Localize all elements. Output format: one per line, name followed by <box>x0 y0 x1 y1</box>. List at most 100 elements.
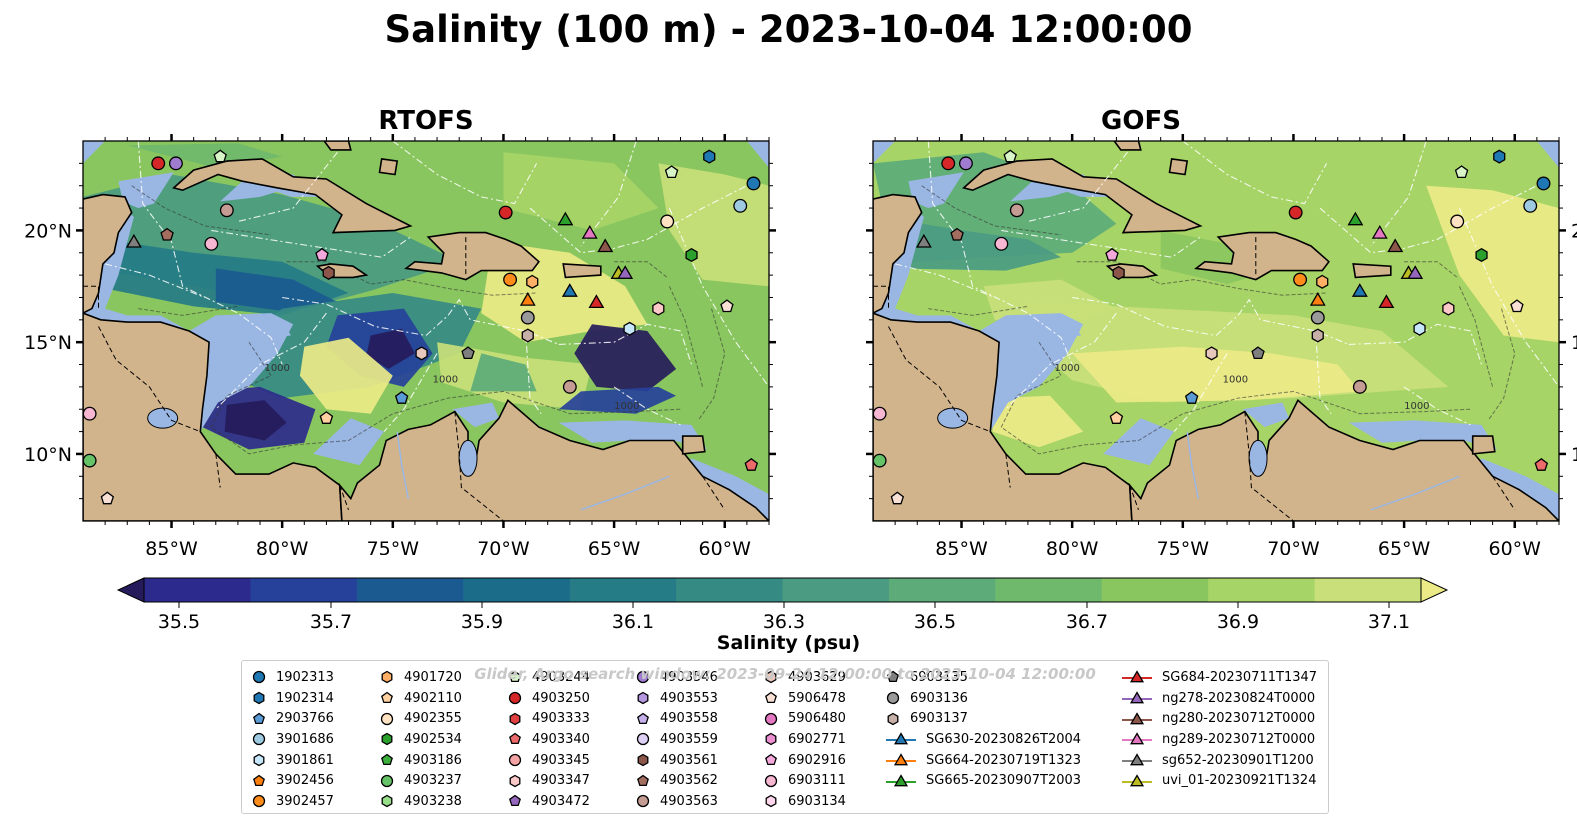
argo-float-marker <box>168 156 183 171</box>
legend-label: 4903472 <box>532 793 590 809</box>
legend-triangle <box>1129 711 1145 725</box>
legend-label: 3901686 <box>276 731 334 747</box>
legend-item: 4902355 <box>380 708 462 729</box>
legend-marker <box>509 795 521 807</box>
argo-float-marker <box>1442 301 1455 316</box>
legend-label: 4903347 <box>532 773 590 789</box>
legend-symbol <box>253 774 265 786</box>
colorbar-tick-label: 35.9 <box>461 611 503 630</box>
legend-symbol <box>253 753 265 767</box>
argo-float-marker <box>319 411 334 424</box>
legend-symbol <box>253 712 265 724</box>
colorbar-segment <box>1101 578 1209 602</box>
legend-symbol <box>637 774 649 786</box>
legend-column: 1902313 1902314 2903766 3901686 3901861 39024… <box>252 667 334 812</box>
argo-float-marker <box>562 379 577 394</box>
legend-item: 5906480 <box>764 708 846 729</box>
shallow-shelf <box>452 402 499 428</box>
legend-item: SG630-20230826T2004 <box>886 729 1081 750</box>
legend-label: 4902110 <box>404 690 462 706</box>
legend-label: sg652-20230901T1200 <box>1162 752 1314 768</box>
colorbar-label: Salinity (psu) <box>716 632 861 654</box>
eez-boundary <box>383 353 438 432</box>
colorbar-tick-label: 36.1 <box>612 611 654 630</box>
country-border <box>1492 476 1516 511</box>
argo-float-marker <box>720 299 734 313</box>
legend-label: 6903135 <box>910 669 968 685</box>
legend-marker <box>637 774 649 786</box>
eez-boundary <box>137 141 283 365</box>
legend-marker <box>381 733 393 746</box>
depth-contour <box>1458 286 1494 388</box>
land-bahamas <box>1113 141 1142 151</box>
legend-marker <box>253 753 265 767</box>
shallow-shelf <box>908 172 964 209</box>
country-border <box>888 326 991 433</box>
eez-boundary <box>1315 330 1332 415</box>
colorbar-segment <box>888 578 996 602</box>
legend-marker <box>253 774 265 786</box>
legend-label: SG665-20230907T2003 <box>926 773 1082 789</box>
argo-float-marker <box>1009 203 1024 218</box>
legend-marker <box>252 671 266 684</box>
shallow-shelf <box>118 172 174 209</box>
contour-label: 1000 <box>433 374 458 385</box>
eez-boundary <box>580 141 637 247</box>
legend-item: 1902314 <box>252 688 334 709</box>
legend-label: 4901720 <box>404 669 462 685</box>
argo-float-marker <box>652 301 665 316</box>
map-panel-rtofs: 1000 1000 1000 85°W 80°W 75°W 70°W 65°W 60°W 20°N… <box>24 134 776 555</box>
argo-float-marker <box>100 491 115 505</box>
legend-item: SG684-20230711T1347 <box>1122 667 1317 688</box>
river <box>1186 431 1200 499</box>
legend-symbol <box>636 795 650 808</box>
land-bahamas <box>323 141 352 151</box>
legend-item: uvi_01-20230921T1324 <box>1122 770 1317 791</box>
legend-symbol <box>765 753 777 766</box>
legend: 1902313 1902314 2903766 3901686 3901861 39024… <box>241 660 1329 814</box>
depth-contour <box>1487 308 1516 421</box>
legend-marker <box>636 733 650 746</box>
argo-float-marker <box>1510 299 1524 313</box>
legend-marker <box>380 712 394 725</box>
shallow-shelf <box>220 181 283 202</box>
lat-tick-label: 15°N <box>1571 332 1577 354</box>
map-panel-gofs: 1000 1000 1000 85°W 80°W 75°W 70°W 65°W 60°W 20°N… <box>866 134 1577 555</box>
legend-item: 4903559 <box>636 729 718 750</box>
argo-float-marker <box>873 406 887 421</box>
legend-label: 4903629 <box>788 669 846 685</box>
legend-symbol <box>381 795 393 808</box>
legend-label: 4903237 <box>404 773 462 789</box>
glider-marker <box>125 233 142 248</box>
legend-label: SG630-20230826T2004 <box>926 731 1082 747</box>
legend-triangle <box>1129 670 1145 683</box>
depth-contour <box>131 185 272 236</box>
salinity-patch <box>503 152 659 231</box>
legend-marker <box>508 691 522 705</box>
shallow-shelf <box>260 319 291 338</box>
legend-marker <box>765 733 777 746</box>
glider-marker <box>597 238 614 253</box>
land-yucatan <box>83 193 133 314</box>
argo-float-marker <box>213 149 227 163</box>
river <box>1370 475 1460 511</box>
argo-float-marker <box>526 274 539 289</box>
country-border <box>1005 453 1011 488</box>
legend-symbol <box>380 774 394 787</box>
legend-marker <box>381 753 393 766</box>
eez-boundary <box>1072 296 1350 345</box>
figure-title: Salinity (100 m) - 2023-10-04 12:00:00 <box>384 8 1193 51</box>
river <box>396 431 410 499</box>
panel-title-rtofs: RTOFS <box>378 106 474 136</box>
contour-label: 1000 <box>1404 401 1429 412</box>
legend-column: 4903244 4903250 4903333 4903340 4903345 49033… <box>508 667 590 812</box>
shallow-shelf <box>746 141 769 168</box>
legend-label: 6903137 <box>910 711 968 727</box>
argo-float-marker <box>660 214 675 229</box>
eez-boundary <box>211 229 411 258</box>
country-border <box>339 485 349 510</box>
legend-symbol <box>636 733 650 746</box>
glider-marker <box>1387 238 1404 253</box>
eez-boundary <box>215 312 327 410</box>
legend-marker <box>381 795 393 808</box>
